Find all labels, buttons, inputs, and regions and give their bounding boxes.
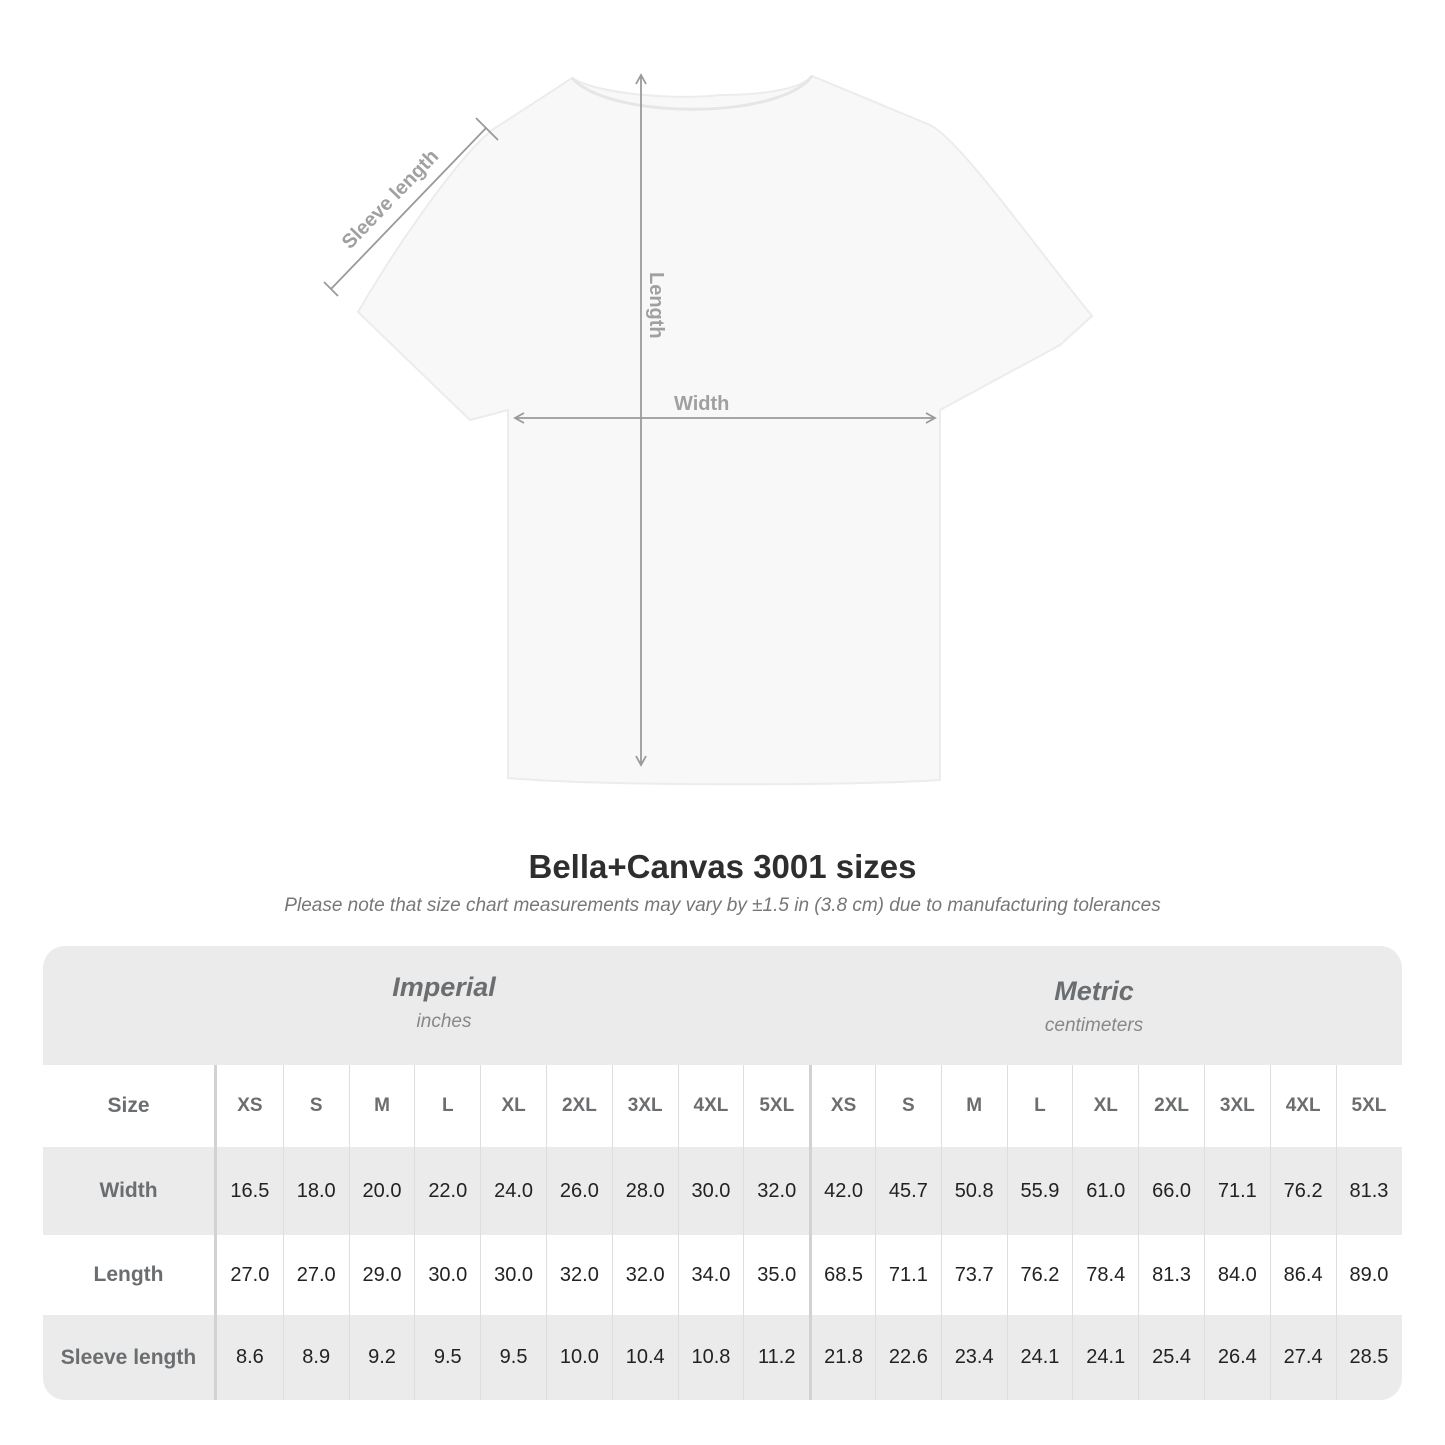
size-header-cell: L [1006,1065,1073,1147]
value-cell: 32.0 [545,1235,612,1315]
value-cell: 66.0 [1138,1147,1204,1235]
value-cell: 23.4 [940,1315,1007,1400]
size-header-cell: XS [809,1065,875,1147]
table-row: Sleeve length 8.6 8.9 9.2 9.5 9.5 10.0 10.4 10.8… [43,1315,1402,1400]
value-cell: 55.9 [1006,1147,1073,1235]
value-cell: 16.5 [230,1179,270,1202]
value-cell: 30.0 [677,1147,744,1235]
size-table: Imperial inches Metric centimeters Size X… [43,946,1402,1400]
value-cell: 11.2 [743,1315,809,1400]
value-cell: 27.0 [230,1263,270,1286]
value-cell: 8.9 [282,1315,349,1400]
value-cell: 18.0 [282,1147,349,1235]
size-header-cell: 4XL [677,1065,744,1147]
value-cell: 68.5 [809,1235,875,1315]
page-subtitle: Please note that size chart measurements… [284,895,1161,916]
value-cell: 32.0 [611,1235,678,1315]
table-row: Length 27.0 27.0 29.0 30.0 30.0 32.0 32.0 34.0 35… [43,1235,1402,1315]
value-cell: 89.0 [1335,1235,1402,1315]
value-cell: 86.4 [1269,1235,1336,1315]
tshirt-shape [356,74,1094,786]
width-label: Width [674,393,729,415]
imperial-title: Imperial [392,972,496,1002]
tshirt-diagram: Sleeve length Length Width [323,73,1094,786]
row-label: Sleeve length [43,1315,217,1400]
value-cell: 24.1 [1072,1315,1138,1400]
size-header-cell: 2XL [545,1065,612,1147]
value-cell: 9.5 [414,1315,480,1400]
value-cell: 27.4 [1269,1315,1336,1400]
size-header-cell: S [282,1065,349,1147]
value-cell: 28.5 [1335,1315,1402,1400]
size-header-cell: 4XL [1269,1065,1336,1147]
metric-title: Metric [1054,976,1134,1006]
size-header-cell: 3XL [1203,1065,1270,1147]
size-header-cell: XL [480,1065,546,1147]
imperial-unit: inches [416,1011,472,1032]
size-header-cell: 5XL [743,1065,809,1147]
value-cell: 24.1 [1006,1315,1073,1400]
size-header-row: Size XS S M L XL 2XL 3XL 4XL 5XL XS S M L XL 2XL 3XL 4XL 5… [43,1065,1402,1147]
value-cell: 10.4 [611,1315,678,1400]
size-header-cell: M [940,1065,1007,1147]
metric-header: Metric centimeters [809,946,1379,1065]
value-cell: 71.1 [874,1235,941,1315]
length-label: Length [645,272,667,339]
size-header-cell: S [874,1065,941,1147]
row-label: Width [43,1147,217,1235]
metric-unit: centimeters [1044,1015,1144,1036]
value-cell: 35.0 [743,1235,809,1315]
value-cell: 22.0 [414,1147,480,1235]
imperial-header: Imperial inches [217,946,671,1065]
value-cell: 22.6 [874,1315,941,1400]
value-cell: 81.3 [1335,1147,1402,1235]
value-cell: 9.5 [480,1315,546,1400]
value-cell: 73.7 [940,1235,1007,1315]
value-cell: 9.2 [348,1315,415,1400]
value-cell: 61.0 [1072,1147,1138,1235]
value-cell: 10.8 [677,1315,744,1400]
value-cell: 30.0 [480,1235,546,1315]
value-cell: 76.2 [1269,1147,1336,1235]
size-header-cell: 2XL [1138,1065,1204,1147]
value-cell: 81.3 [1138,1235,1204,1315]
value-cell: 30.0 [414,1235,480,1315]
value-cell: 76.2 [1006,1235,1073,1315]
value-cell: 42.0 [809,1147,875,1235]
value-cell: 20.0 [348,1147,415,1235]
size-header-cell: XS [237,1095,263,1116]
value-cell: 26.0 [545,1147,612,1235]
value-cell: 10.0 [545,1315,612,1400]
value-cell: 28.0 [611,1147,678,1235]
size-header-cell: M [348,1065,415,1147]
value-cell: 78.4 [1072,1235,1138,1315]
value-cell: 50.8 [940,1147,1007,1235]
row-label: Length [43,1235,217,1315]
value-cell: 84.0 [1203,1235,1270,1315]
value-cell: 25.4 [1138,1315,1204,1400]
value-cell: 29.0 [348,1235,415,1315]
row-label: Size [43,1065,217,1147]
size-header-cell: L [414,1065,480,1147]
value-cell: 32.0 [743,1147,809,1235]
value-cell: 71.1 [1203,1147,1270,1235]
value-cell: 21.8 [809,1315,875,1400]
value-cell: 26.4 [1203,1315,1270,1400]
value-cell: 34.0 [677,1235,744,1315]
value-cell: 24.0 [480,1147,546,1235]
size-header-cell: 3XL [611,1065,678,1147]
sleeve-measure-line [330,127,487,290]
table-row: Width 16.5 18.0 20.0 22.0 24.0 26.0 28.0 30.0 32.… [43,1147,1402,1235]
value-cell: 8.6 [235,1346,264,1368]
size-header-cell: 5XL [1335,1065,1402,1147]
page-title: Bella+Canvas 3001 sizes [528,848,917,885]
tshirt-collar [570,75,814,111]
value-cell: 45.7 [874,1147,941,1235]
size-header-cell: XL [1072,1065,1138,1147]
value-cell: 27.0 [282,1235,349,1315]
